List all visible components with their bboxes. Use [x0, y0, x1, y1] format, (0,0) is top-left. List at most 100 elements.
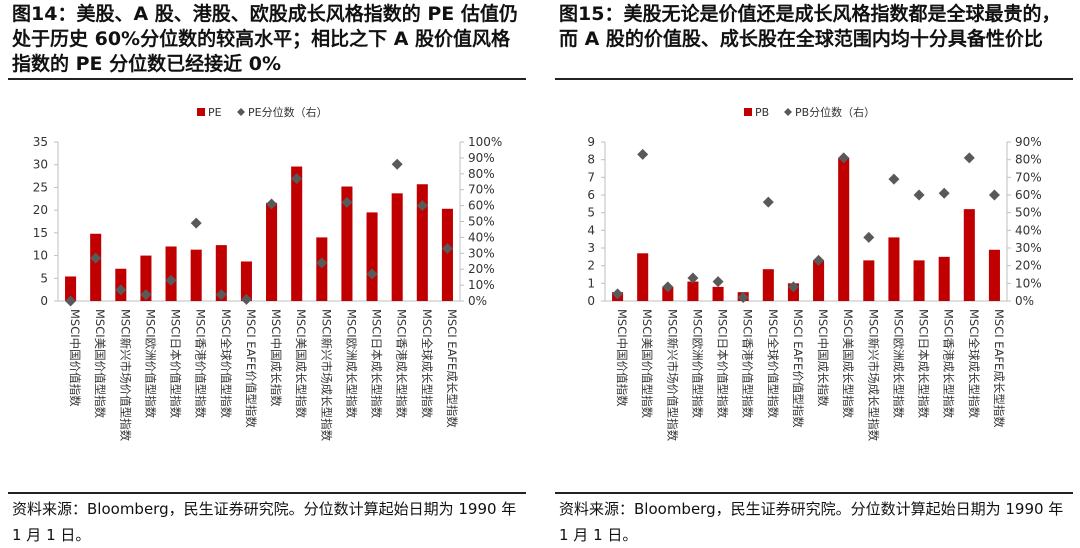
bar — [838, 157, 850, 301]
x-tick-label: MSCI新兴市场价值型指数 — [665, 309, 679, 442]
data-point-marker — [737, 291, 749, 303]
x-tick-label: MSCI香港成长型指数 — [395, 309, 409, 419]
y-tick-label-right: 100% — [468, 135, 502, 149]
chart: PB PB分位数（右）01234567890%10%20%30%40%50%60%… — [587, 105, 1042, 442]
data-point-marker — [291, 173, 303, 185]
legend-label: PE — [208, 106, 222, 119]
y-tick-label-right: 80% — [1015, 153, 1042, 167]
y-tick-label-right: 90% — [1015, 135, 1042, 149]
y-tick-label-right: 60% — [468, 199, 495, 213]
y-tick-label-right: 30% — [468, 246, 495, 260]
source-note: 资料来源：Bloomberg，民生证券研究院。分位数计算起始日期为 1990 年… — [559, 500, 1064, 544]
x-tick-label: MSCI EAFE价值型指数 — [791, 309, 805, 428]
bar — [165, 246, 177, 301]
bar — [988, 249, 1000, 301]
x-tick-label: MSCI欧洲价值型指数 — [143, 309, 157, 419]
y-tick-label-left: 10 — [33, 249, 48, 263]
bar — [762, 269, 774, 301]
x-tick-label: MSCI EAFE成长型指数 — [992, 309, 1006, 428]
y-tick-label-left: 3 — [587, 241, 595, 255]
y-tick-label-right: 40% — [1015, 223, 1042, 237]
y-tick-label-right: 20% — [468, 262, 495, 276]
data-point-marker — [65, 295, 77, 307]
bar — [341, 186, 353, 301]
data-point-marker — [838, 152, 850, 164]
x-tick-label: MSCI日本成长型指数 — [370, 309, 384, 419]
x-tick-label: MSCI日本价值型指数 — [169, 309, 183, 419]
x-tick-label: MSCI香港成长型指数 — [942, 309, 956, 419]
legend-swatch-marker — [784, 108, 792, 116]
y-tick-label-left: 5 — [40, 271, 48, 285]
data-point-marker — [140, 289, 152, 301]
x-tick-label: MSCI欧洲成长型指数 — [891, 309, 905, 419]
data-point-marker — [963, 152, 975, 164]
bar — [687, 281, 699, 301]
y-tick-label-right: 60% — [1015, 188, 1042, 202]
y-tick-label-left: 9 — [587, 135, 595, 149]
bar — [215, 245, 227, 301]
x-tick-label: MSCI全球成长型指数 — [420, 309, 434, 419]
y-tick-label-right: 50% — [1015, 206, 1042, 220]
x-tick-label: MSCI新兴市场成长型指数 — [319, 309, 333, 442]
x-tick-label: MSCI新兴市场成长型指数 — [866, 309, 880, 442]
x-tick-label: MSCI日本价值型指数 — [716, 309, 730, 419]
bar — [888, 237, 900, 301]
data-point-marker — [215, 289, 227, 301]
data-point-marker — [888, 173, 900, 185]
data-point-marker — [913, 189, 925, 201]
bar — [712, 286, 724, 301]
source-note: 资料来源：Bloomberg，民生证券研究院。分位数计算起始日期为 1990 年… — [12, 500, 517, 544]
title-divider — [8, 78, 526, 80]
bar — [140, 255, 152, 301]
chart-panel-right: 图15：美股无论是价值还是成长风格指数都是全球最贵的，而 A 股的价值股、成长股… — [555, 0, 1073, 545]
y-tick-label-left: 5 — [587, 206, 595, 220]
legend-swatch-bar — [744, 108, 752, 116]
bar — [240, 261, 252, 301]
source-divider — [8, 492, 526, 494]
data-point-marker — [391, 158, 403, 170]
legend-label: PB分位数（右） — [795, 105, 875, 119]
y-tick-label-right: 20% — [1015, 259, 1042, 273]
data-point-marker — [612, 288, 624, 300]
data-point-marker — [687, 272, 699, 284]
source-divider — [555, 492, 1073, 494]
x-tick-label: MSCI日本成长型指数 — [917, 309, 931, 419]
data-point-marker — [863, 231, 875, 243]
x-tick-label: MSCI香港价值型指数 — [194, 309, 208, 419]
y-tick-label-right: 40% — [468, 230, 495, 244]
y-tick-label-right: 50% — [468, 215, 495, 229]
bar — [662, 286, 674, 301]
x-tick-label: MSCI EAFE价值型指数 — [244, 309, 258, 428]
data-point-marker — [165, 274, 177, 286]
data-point-marker — [190, 217, 202, 229]
y-tick-label-left: 30 — [33, 158, 48, 172]
y-tick-label-left: 4 — [587, 223, 595, 237]
title-divider — [555, 78, 1073, 80]
x-tick-label: MSCI EAFE成长型指数 — [445, 309, 459, 428]
data-point-marker — [366, 268, 378, 280]
y-tick-label-left: 20 — [33, 203, 48, 217]
data-point-marker — [712, 276, 724, 288]
x-tick-label: MSCI全球成长型指数 — [967, 309, 981, 419]
y-tick-label-right: 10% — [468, 278, 495, 292]
y-tick-label-left: 8 — [587, 153, 595, 167]
y-tick-label-right: 0% — [1015, 294, 1034, 308]
x-tick-label: MSCI中国成长指数 — [269, 309, 283, 407]
y-tick-label-left: 7 — [587, 170, 595, 184]
bar — [65, 276, 77, 301]
data-point-marker — [90, 252, 102, 264]
data-point-marker — [662, 281, 674, 293]
x-tick-label: MSCI欧洲价值型指数 — [690, 309, 704, 419]
y-tick-label-left: 15 — [33, 226, 48, 240]
data-point-marker — [115, 284, 127, 296]
data-point-marker — [416, 200, 428, 212]
bar — [190, 249, 202, 301]
x-tick-label: MSCI中国价值指数 — [68, 309, 82, 407]
y-tick-label-left: 6 — [587, 188, 595, 202]
x-tick-label: MSCI美国成长型指数 — [294, 309, 308, 419]
y-tick-label-right: 80% — [468, 167, 495, 181]
data-point-marker — [266, 198, 278, 210]
bar — [813, 260, 825, 301]
data-point-marker — [988, 189, 1000, 201]
x-tick-label: MSCI全球价值型指数 — [219, 309, 233, 419]
